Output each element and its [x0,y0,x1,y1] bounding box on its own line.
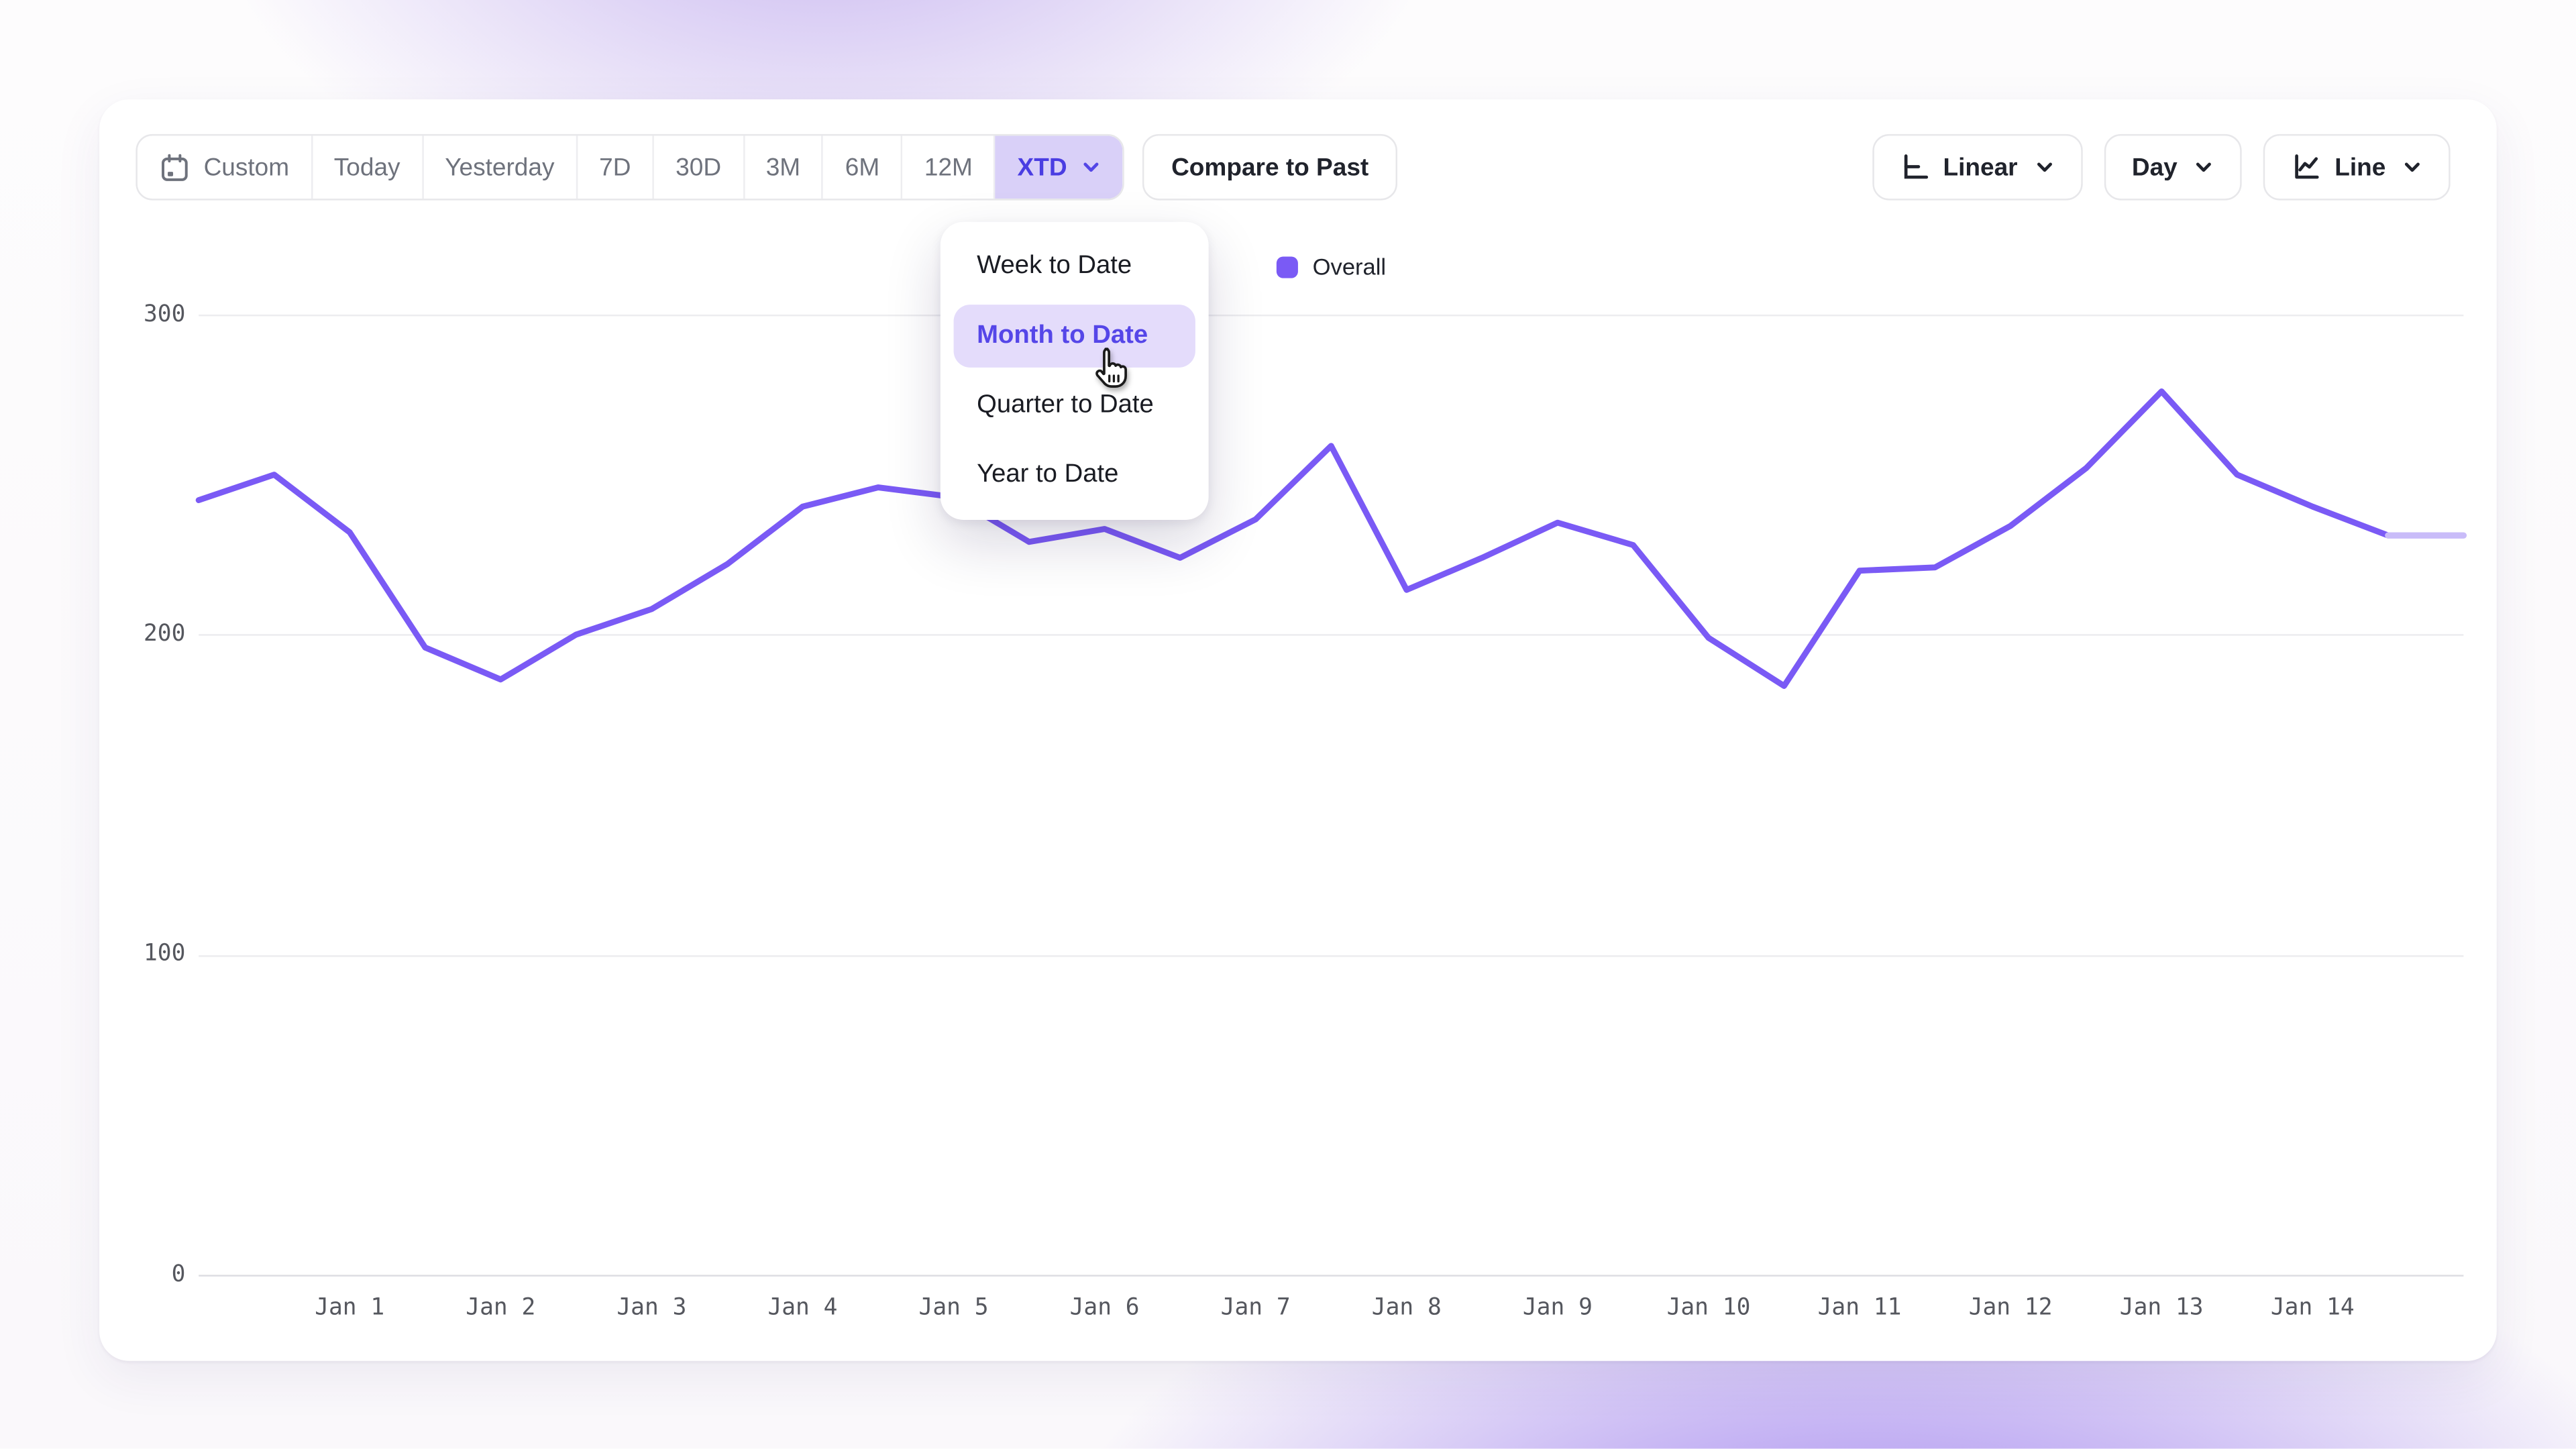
line-chart[interactable] [195,315,2467,1275]
y-tick-label: 0 [171,1260,186,1287]
range-custom-button[interactable]: Custom [138,136,313,199]
linear-scale-icon [1900,152,1929,182]
x-tick-label: Jan 1 [315,1294,385,1322]
line-chart-icon [2292,152,2321,182]
compare-to-past-button[interactable]: Compare to Past [1143,133,1397,201]
chevron-down-icon [1082,157,1102,177]
legend-swatch [1276,256,1298,278]
range-3m-button[interactable]: 3M [745,136,824,199]
menu-item-quarter-to-date[interactable]: Quarter to Date [977,390,1154,419]
x-tick-label: Jan 12 [1968,1294,2053,1322]
legend-item-overall[interactable]: Overall [1312,253,1387,280]
chart-type-dropdown-button[interactable]: Line [2263,133,2451,201]
x-tick-label: Jan 11 [1817,1294,1902,1322]
chevron-down-icon [2402,157,2422,177]
chevron-down-icon [2194,157,2214,177]
x-tick-label: Jan 9 [1522,1294,1593,1322]
x-tick-label: Jan 7 [1220,1294,1291,1322]
granularity-dropdown-button[interactable]: Day [2103,133,2243,201]
range-12m-button[interactable]: 12M [903,136,996,199]
x-tick-label: Jan 2 [466,1294,536,1322]
x-tick-label: Jan 3 [616,1294,687,1322]
y-tick-label: 200 [143,621,186,647]
range-6m-button[interactable]: 6M [824,136,903,199]
xtd-dropdown-menu: Week to Date Month to Date Quarter to Da… [940,221,1209,520]
x-tick-label: Jan 8 [1371,1294,1442,1322]
range-7d-button[interactable]: 7D [578,136,655,199]
gridline [199,635,2464,637]
menu-item-week-to-date[interactable]: Week to Date [977,252,1132,280]
hand-pointer-cursor [1087,346,1132,404]
range-today-button[interactable]: Today [313,136,424,199]
range-yesterday-button[interactable]: Yesterday [423,136,578,199]
chart-legend: Overall [199,254,2463,280]
menu-item-year-to-date[interactable]: Year to Date [977,460,1119,489]
y-tick-label: 300 [143,300,186,327]
chart-card: Custom Today Yesterday 7D 30D 3M 6M 12M … [99,99,2497,1361]
series-overall-line [195,388,2392,689]
chevron-down-icon [2034,157,2054,177]
x-tick-label: Jan 4 [767,1294,838,1322]
gridline [199,314,2464,317]
calendar-icon [159,152,191,183]
range-xtd-button[interactable]: XTD [996,136,1124,199]
x-tick-label: Jan 13 [2119,1294,2204,1322]
x-tick-label: Jan 6 [1069,1294,1140,1322]
range-label: Custom [203,153,290,182]
x-tick-label: Jan 5 [918,1294,989,1322]
gridline [199,1275,2464,1277]
gridline [199,955,2464,957]
x-tick-label: Jan 14 [2270,1294,2355,1322]
toolbar: Custom Today Yesterday 7D 30D 3M 6M 12M … [136,133,2451,201]
range-30d-button[interactable]: 30D [654,136,745,199]
y-tick-label: 100 [143,941,186,967]
date-range-segmented-control: Custom Today Yesterday 7D 30D 3M 6M 12M … [136,133,1125,201]
x-tick-label: Jan 10 [1666,1294,1751,1322]
chart-settings-group: Linear Day [1872,133,2451,201]
scale-dropdown-button[interactable]: Linear [1872,133,2082,201]
menu-item-month-to-date[interactable]: Month to Date [953,305,1195,368]
